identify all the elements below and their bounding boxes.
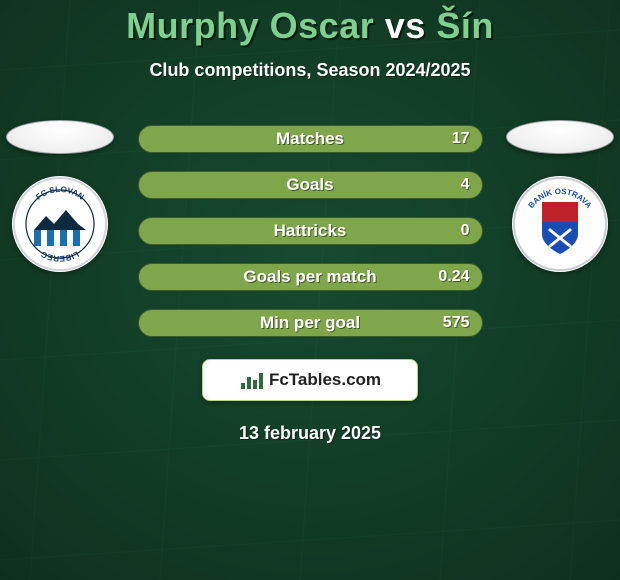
brand-box[interactable]: FcTables.com bbox=[202, 359, 418, 401]
date-label: 13 february 2025 bbox=[239, 423, 381, 444]
stat-row: Matches 17 bbox=[138, 125, 483, 153]
bar-chart-icon bbox=[239, 369, 263, 391]
headline: Murphy Oscar vs Šín bbox=[126, 6, 494, 46]
stat-row: Goals 4 bbox=[138, 171, 483, 199]
brand-text: FcTables.com bbox=[269, 370, 381, 390]
stat-value-right: 0 bbox=[461, 222, 470, 240]
stat-value-right: 17 bbox=[452, 130, 470, 148]
stat-row: Goals per match 0.24 bbox=[138, 263, 483, 291]
stat-label: Matches bbox=[276, 129, 344, 149]
stat-row: Min per goal 575 bbox=[138, 309, 483, 337]
stat-value-right: 4 bbox=[461, 176, 470, 194]
vs-label: vs bbox=[385, 5, 426, 46]
stat-row: Hattricks 0 bbox=[138, 217, 483, 245]
stats-rows: Matches 17 Goals 4 Hattricks 0 Goals per match… bbox=[0, 125, 620, 337]
subtitle: Club competitions, Season 2024/2025 bbox=[149, 60, 470, 81]
stat-label: Min per goal bbox=[260, 313, 360, 333]
player1-name: Murphy Oscar bbox=[126, 5, 374, 46]
stat-label: Goals per match bbox=[243, 267, 376, 287]
stat-label: Goals bbox=[286, 175, 333, 195]
stat-value-right: 0.24 bbox=[438, 268, 469, 286]
stat-label: Hattricks bbox=[274, 221, 347, 241]
player2-name: Šín bbox=[436, 5, 494, 46]
comparison-card: Murphy Oscar vs Šín Club competitions, S… bbox=[0, 0, 620, 580]
stat-value-right: 575 bbox=[443, 314, 470, 332]
